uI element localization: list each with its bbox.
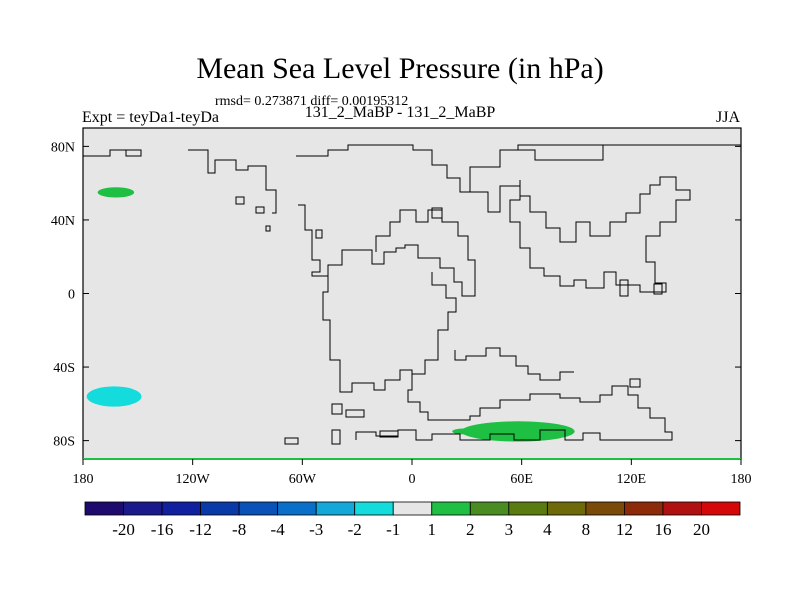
colorbar-swatch <box>508 501 548 516</box>
coastlines <box>82 144 741 445</box>
experiment-comparison-label: 131_2_MaBP - 131_2_MaBP <box>304 104 496 121</box>
colorbar-label: -4 <box>271 520 286 539</box>
colorbar-swatch <box>662 501 702 516</box>
colorbar-label: 3 <box>505 520 514 539</box>
coastline-eurasia <box>188 144 741 214</box>
colorbar-label: -16 <box>151 520 174 539</box>
colorbar-swatch <box>84 501 124 516</box>
x-tick-label: 120W <box>176 472 211 487</box>
plot-title: Mean Sea Level Pressure (in hPa) <box>196 52 604 85</box>
season-label: JJA <box>715 109 740 126</box>
colorbar-label: -8 <box>232 520 246 539</box>
colorbar-label: 4 <box>543 520 552 539</box>
colorbar-label: -12 <box>189 520 212 539</box>
anomaly-layer <box>86 187 575 442</box>
axes-layer: 180 120W 60W 0 60E 120E 180 80N 40N 0 40S 80S <box>51 140 752 487</box>
y-tick-label: 0 <box>68 288 75 303</box>
coastline-interior-a <box>298 204 476 297</box>
colorbar-swatch <box>431 501 471 516</box>
coastline-africa-america <box>322 272 457 393</box>
colorbar-swatch <box>392 501 433 516</box>
colorbar-swatch <box>238 501 279 516</box>
stats-label: rmsd= 0.273871 diff= 0.00195312 <box>215 94 409 109</box>
colorbar-label: -2 <box>348 520 362 539</box>
colorbar-label: 16 <box>654 520 671 539</box>
colorbar-swatch <box>585 501 625 516</box>
colorbar-label: 2 <box>466 520 475 539</box>
y-tick-label: 40S <box>53 361 75 376</box>
y-tick-label: 80S <box>53 435 75 450</box>
colorbar-swatch <box>200 501 240 516</box>
x-tick-label: 180 <box>731 472 752 487</box>
anomaly-south-pacific-negative <box>86 386 142 407</box>
colorbar-label: -1 <box>386 520 400 539</box>
colorbar-swatch <box>123 501 163 516</box>
x-tick-label: 60E <box>510 472 533 487</box>
colorbar-swatch <box>624 501 664 516</box>
colorbar-swatch <box>701 501 741 516</box>
x-tick-label: 120E <box>617 472 647 487</box>
coastline-southern <box>355 347 673 441</box>
colorbar-label: 8 <box>582 520 591 539</box>
colorbar-label: -20 <box>112 520 135 539</box>
experiment-label: Expt = teyDa1-teyDa <box>82 109 219 126</box>
x-tick-label: 0 <box>409 472 416 487</box>
y-tick-label: 80N <box>51 140 75 155</box>
colorbar: -20 -16 -12 -8 -4 -3 -2 -1 1 2 3 4 8 12 16 20 <box>84 501 741 539</box>
coastline-islands <box>235 196 663 445</box>
y-tick-label: 40N <box>51 214 75 229</box>
anomaly-north-pacific-positive <box>97 187 135 198</box>
colorbar-swatch <box>469 501 510 516</box>
x-tick-label: 60W <box>289 472 317 487</box>
colorbar-swatch <box>354 501 394 516</box>
colorbar-label: 12 <box>616 520 633 539</box>
colorbar-swatch <box>546 501 587 516</box>
anomaly-southern-ocean-positive <box>461 421 575 442</box>
colorbar-label: -3 <box>309 520 323 539</box>
colorbar-label: 1 <box>428 520 437 539</box>
colorbar-swatch <box>315 501 356 516</box>
colorbar-label: 20 <box>693 520 710 539</box>
coastline-interior-b <box>470 176 691 293</box>
anomaly-southern-ocean-positive-tail <box>452 428 475 435</box>
x-tick-label: 180 <box>73 472 94 487</box>
colorbar-swatch <box>161 501 201 516</box>
map-background <box>83 128 741 459</box>
colorbar-swatch <box>277 501 317 516</box>
